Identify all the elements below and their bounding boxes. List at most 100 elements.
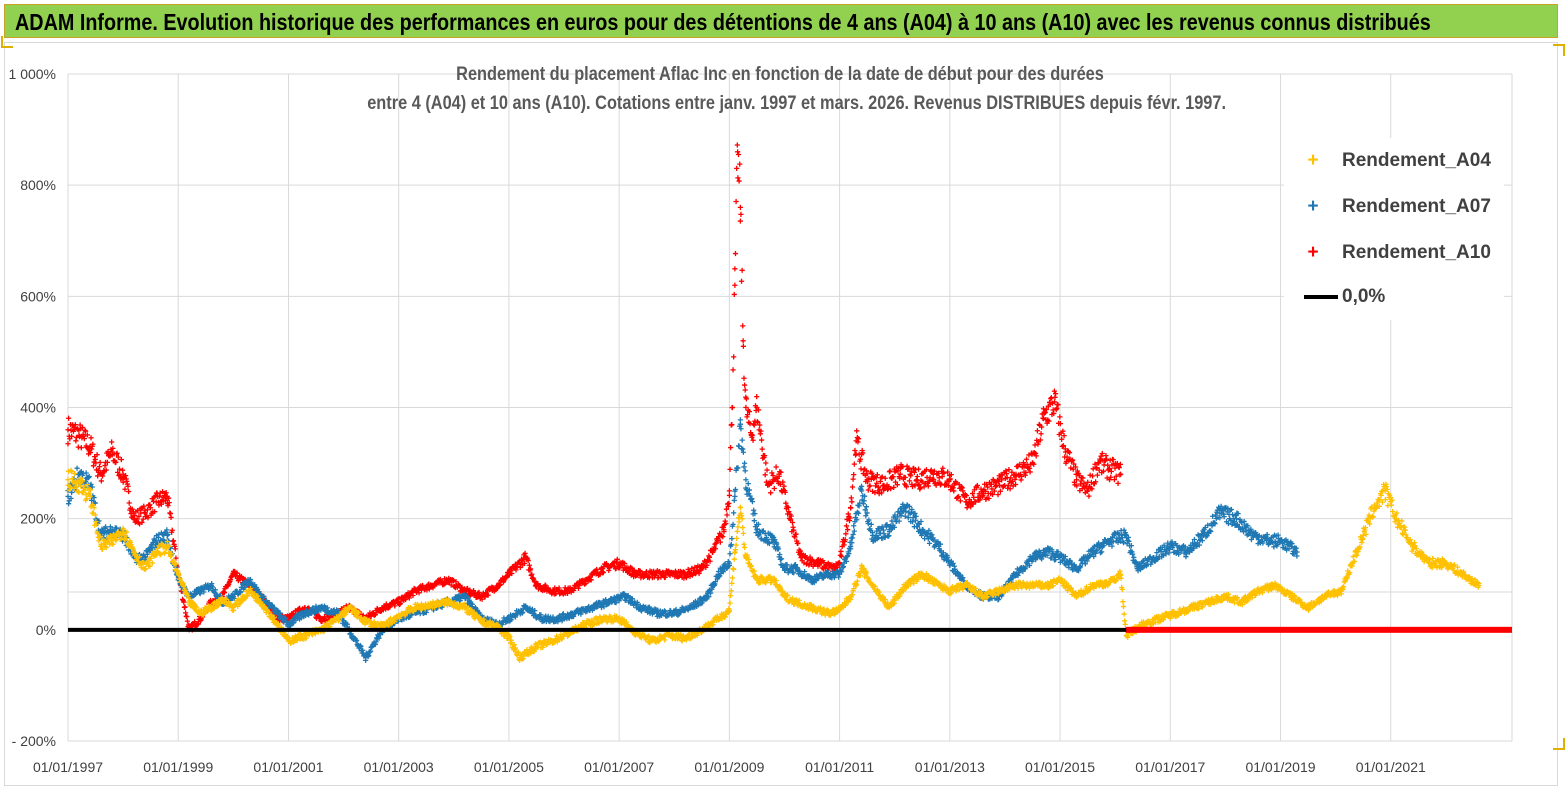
x-tick-label: 01/01/2015 xyxy=(1025,759,1095,775)
marker-a10 xyxy=(737,204,743,210)
marker-a10 xyxy=(762,472,768,478)
marker-a10 xyxy=(87,450,94,456)
marker-a10 xyxy=(915,466,922,472)
marker-a10 xyxy=(1086,493,1092,499)
marker-a10 xyxy=(728,444,734,451)
x-tick-label: 01/01/2013 xyxy=(915,759,985,775)
x-tick-label: 01/01/1997 xyxy=(33,759,103,775)
marker-a10 xyxy=(726,488,732,494)
marker-a07 xyxy=(739,437,745,443)
marker-a10 xyxy=(118,456,124,463)
marker-a10 xyxy=(90,441,96,447)
marker-a10 xyxy=(740,323,746,329)
marker-a10 xyxy=(406,595,412,601)
marker-a10 xyxy=(851,472,857,478)
marker-a10 xyxy=(740,338,746,344)
x-tick-label: 01/01/2001 xyxy=(253,759,323,775)
marker-a10 xyxy=(163,490,169,496)
marker-a10 xyxy=(738,211,744,217)
marker-a10 xyxy=(126,488,132,495)
marker-a10 xyxy=(698,567,704,573)
marker-a10 xyxy=(754,394,760,400)
marker-a10 xyxy=(114,450,120,456)
marker-a10 xyxy=(721,529,727,535)
marker-a10 xyxy=(727,466,733,472)
marker-a10 xyxy=(78,445,84,451)
marker-a10 xyxy=(1115,480,1121,486)
x-tick-label: 01/01/2007 xyxy=(584,759,654,775)
marker-a10 xyxy=(1094,472,1101,478)
marker-a07 xyxy=(731,497,737,504)
marker-a10 xyxy=(851,461,857,467)
marker-a10 xyxy=(849,484,856,490)
marker-a10 xyxy=(742,387,748,393)
y-tick-label: - 200% xyxy=(12,733,56,749)
marker-a10 xyxy=(740,343,746,349)
marker-a10 xyxy=(849,499,855,505)
marker-a10 xyxy=(66,415,72,421)
marker-a10 xyxy=(509,570,515,577)
marker-a10 xyxy=(614,556,620,562)
marker-a10 xyxy=(759,446,765,452)
marker-a10 xyxy=(73,434,80,441)
marker-a10 xyxy=(485,592,491,598)
marker-a10 xyxy=(122,486,128,492)
y-tick-label: 800% xyxy=(20,177,56,193)
marker-a10 xyxy=(743,396,750,402)
marker-a10 xyxy=(564,590,571,597)
marker-a10 xyxy=(724,512,730,518)
marker-a10 xyxy=(126,500,132,506)
marker-a10 xyxy=(88,435,94,441)
marker-a10 xyxy=(125,483,131,489)
marker-a07 xyxy=(737,417,743,423)
report-banner: ADAM Informe. Evolution historique des p… xyxy=(4,4,1558,38)
marker-a10 xyxy=(152,509,158,515)
marker-a10 xyxy=(120,479,126,485)
y-tick-label: 1 000% xyxy=(9,66,56,82)
marker-a10 xyxy=(115,469,121,475)
x-tick-label: 01/01/1999 xyxy=(143,759,213,775)
marker-a10 xyxy=(1034,428,1041,434)
marker-a10 xyxy=(773,464,779,470)
marker-a10 xyxy=(169,527,175,533)
marker-a07 xyxy=(731,510,737,516)
marker-a10 xyxy=(717,539,723,545)
marker-a10 xyxy=(850,476,856,482)
marker-a10 xyxy=(113,459,119,465)
marker-a10 xyxy=(97,459,103,466)
marker-a10 xyxy=(771,485,777,492)
marker-a10 xyxy=(1032,442,1038,448)
y-tick-label: 400% xyxy=(20,400,56,416)
marker-a10 xyxy=(734,142,740,148)
marker-a10 xyxy=(723,520,729,527)
marker-a07 xyxy=(741,460,748,466)
marker-a10 xyxy=(723,506,729,512)
marker-a10 xyxy=(184,613,190,620)
marker-a10 xyxy=(1038,431,1044,437)
marker-a10 xyxy=(736,178,742,184)
marker-a10 xyxy=(139,519,145,526)
marker-a10 xyxy=(732,266,738,272)
marker-a10 xyxy=(720,534,726,540)
marker-a10 xyxy=(172,546,178,552)
y-tick-label: 0% xyxy=(36,622,56,638)
marker-a10 xyxy=(72,422,78,428)
marker-a10 xyxy=(527,566,534,572)
marker-a10 xyxy=(192,619,198,625)
marker-a10 xyxy=(119,467,126,473)
marker-a10 xyxy=(734,165,740,171)
x-tick-label: 01/01/2017 xyxy=(1135,759,1205,775)
marker-a10 xyxy=(145,515,151,521)
marker-a10 xyxy=(1118,471,1124,477)
marker-a10 xyxy=(166,499,172,506)
marker-a10 xyxy=(416,590,422,596)
marker-a10 xyxy=(713,540,719,546)
marker-a10 xyxy=(98,478,104,484)
marker-a10 xyxy=(854,428,860,434)
marker-a10 xyxy=(739,267,745,273)
marker-a10 xyxy=(741,375,747,381)
marker-a10 xyxy=(115,454,121,460)
x-tick-label: 01/01/2003 xyxy=(364,759,434,775)
marker-a10 xyxy=(234,570,240,576)
